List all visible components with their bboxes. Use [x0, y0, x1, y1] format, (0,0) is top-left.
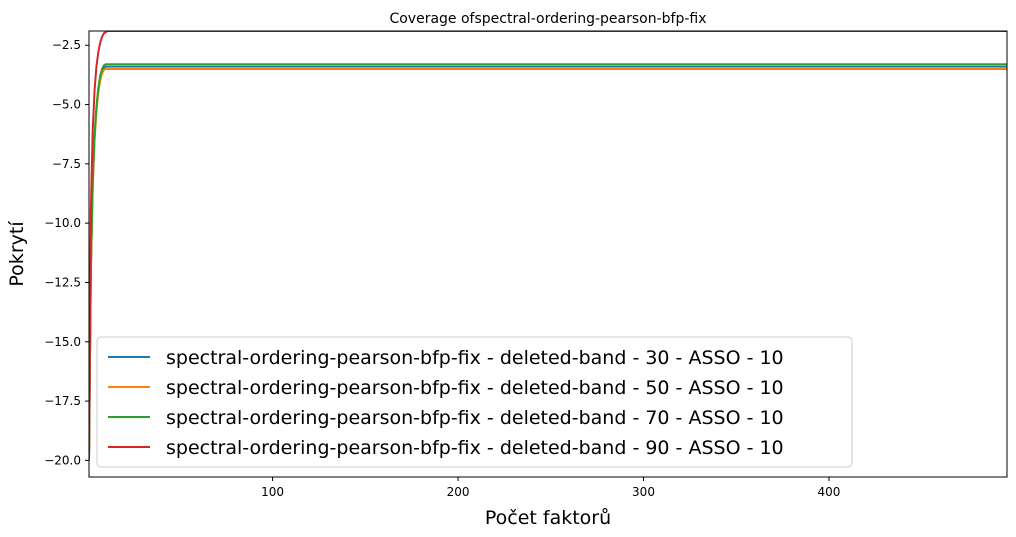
series-layer [89, 31, 1007, 461]
x-tick-label: 400 [818, 485, 841, 499]
y-tick-label: −20.0 [44, 453, 81, 467]
y-tick-label: −15.0 [44, 335, 81, 349]
legend-label-1: spectral-ordering-pearson-bfp-fix - dele… [166, 347, 784, 369]
x-axis: 100 200 300 400 [261, 477, 840, 499]
y-tick-label: −7.5 [52, 157, 81, 171]
x-tick-label: 300 [632, 485, 655, 499]
y-axis-label: Pokrytí [6, 221, 28, 287]
plot-frame [88, 30, 1008, 478]
legend-label-4: spectral-ordering-pearson-bfp-fix - dele… [166, 437, 784, 459]
chart-title: Coverage ofspectral-ordering-pearson-bfp… [389, 11, 706, 27]
x-tick-label: 200 [447, 485, 470, 499]
y-tick-label: −10.0 [44, 216, 81, 230]
legend: spectral-ordering-pearson-bfp-fix - dele… [96, 336, 853, 468]
x-axis-label: Počet faktorů [485, 507, 611, 529]
y-tick-label: −12.5 [44, 275, 81, 289]
series-line-4 [89, 31, 1007, 461]
y-tick-label: −17.5 [44, 394, 81, 408]
y-axis: −20.0 −17.5 −15.0 −12.5 −10.0 −7.5 −5.0 −2.5 [44, 38, 89, 467]
x-tick-label: 100 [261, 485, 284, 499]
legend-label-3: spectral-ordering-pearson-bfp-fix - dele… [166, 407, 784, 429]
legend-label-2: spectral-ordering-pearson-bfp-fix - dele… [166, 377, 784, 399]
y-tick-label: −2.5 [52, 38, 81, 52]
y-tick-label: −5.0 [52, 98, 81, 112]
legend-box [96, 336, 853, 468]
series-line-3 [89, 63, 1007, 461]
